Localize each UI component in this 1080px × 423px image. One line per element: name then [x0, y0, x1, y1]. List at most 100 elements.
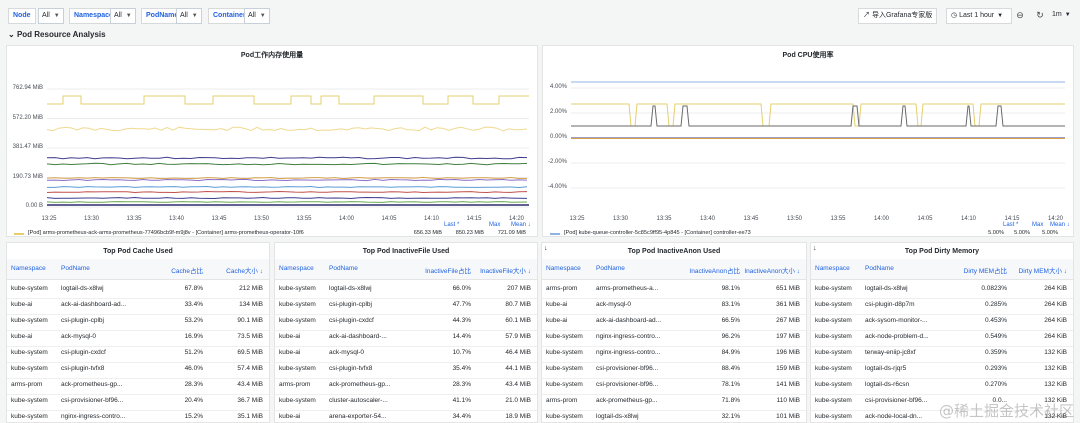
table-cell: csi-plugin-tvfx8 [61, 365, 105, 372]
legend-item[interactable]: [Pod] kube-queue-controller-5c85c9ff95-4… [548, 229, 1068, 237]
table-row[interactable]: kube-ai ack-ai-dashboard-ad... 33.4% 134 Mi… [7, 296, 269, 315]
table-row[interactable]: kube-ai ack-mysql-0 10.7% 46.4 MiB [275, 344, 537, 363]
table-row[interactable]: kube-system csi-provisioner-bf96... 20.4% 3… [7, 392, 269, 411]
variable-select-podname[interactable]: All ▼ [176, 8, 202, 24]
table-cell: kube-system [546, 381, 583, 388]
column-header[interactable]: Dirty MEM大小 ↓ [1018, 268, 1067, 275]
legend-item[interactable]: [Pod] arms-prometheus-ack-arms-prometheu… [12, 229, 532, 237]
zoom-out-icon[interactable]: ⊖ [1016, 10, 1024, 20]
column-header[interactable]: Cache大小 ↓ [226, 268, 263, 275]
column-header[interactable]: InactiveAnon占比 [689, 268, 740, 275]
panel-title: Top Pod InactiveAnon Used [627, 248, 721, 255]
table-row[interactable]: kube-system nginx-ingress-contro... 15.2% 3… [7, 408, 269, 422]
table-cell: csi-provisioner-bf96... [865, 397, 928, 404]
column-header[interactable]: InactiveAnon大小 ↓ [744, 268, 800, 275]
table-row[interactable]: kube-system logtail-ds-x8lwj 66.0% 207 MiB [275, 280, 537, 299]
legend-mean: 5.00% [1042, 230, 1058, 236]
column-header[interactable]: InactiveFile占比 [425, 268, 471, 275]
table-row[interactable]: kube-system csi-plugin-d8p7m 0.285% 264 KiB [811, 296, 1073, 315]
column-header[interactable]: Dirty MEM占比 [963, 268, 1007, 275]
panel-title: Top Pod Dirty Memory [904, 248, 980, 255]
table-cell: ack-node-local-dn... [865, 413, 923, 420]
table-cell: kube-system [546, 333, 583, 340]
column-header[interactable]: PodName [329, 265, 358, 272]
table-row[interactable]: kube-system csi-provisioner-bf96... 78.1% 1… [542, 376, 806, 395]
table-row[interactable]: kube-ai ack-ai-dashboard-... 14.4% 57.9 MiB [275, 328, 537, 347]
column-header[interactable]: PodName [865, 265, 894, 272]
memory-chart[interactable] [47, 74, 529, 214]
row-header[interactable]: ⌄ Pod Resource Analysis [8, 30, 106, 39]
table-row[interactable]: kube-system csi-provisioner-bf96... 0.0...… [811, 392, 1073, 411]
table-row[interactable]: kube-system logtail-ds-x8lwj 0.0823% 264 Ki… [811, 280, 1073, 299]
table-row[interactable]: kube-system terway-eniip-jc8xf 0.359% 132 K… [811, 344, 1073, 363]
table-cell: kube-system [279, 365, 316, 372]
table-row[interactable]: kube-system logtail-ds-x8lwj 32.1% 101 MiB [542, 408, 806, 422]
table-header: Namespace PodName InactiveAnon占比 InactiveAn… [542, 259, 806, 280]
refresh-icon[interactable]: ↻ [1036, 10, 1044, 20]
table-cell: 0.359% [984, 349, 1007, 356]
table-row[interactable]: arms-prom ack-prometheus-gp... 28.3% 43.4 M… [7, 376, 269, 395]
table-cell: csi-provisioner-bf96... [596, 365, 659, 372]
time-range-picker[interactable]: ◷ Last 1 hour ▼ [946, 8, 1012, 24]
column-header[interactable]: Namespace [279, 265, 314, 272]
legend-header-last[interactable]: Last * [444, 222, 460, 228]
table-row[interactable]: arms-prom ack-prometheus-gp... 71.8% 110 Mi… [542, 392, 806, 411]
table-row[interactable]: kube-system logtail-ds-r6csn 0.270% 132 KiB [811, 376, 1073, 395]
column-header[interactable]: PodName [61, 265, 90, 272]
table-row[interactable]: kube-system csi-plugin-cxdcf 44.3% 60.1 MiB [275, 312, 537, 331]
table-cell: ack-ai-dashboard-ad... [61, 301, 127, 308]
table-cell: 15.2% [184, 413, 203, 420]
chevron-down-icon: ⌄ [8, 30, 17, 39]
table-row[interactable]: kube-system nginx-ingress-contro... 96.2% 1… [542, 328, 806, 347]
chevron-down-icon: ▼ [1064, 12, 1071, 18]
table-row[interactable]: kube-ai arena-exporter-54... 34.4% 18.9 MiB [275, 408, 537, 422]
table-cell: 41.1% [452, 397, 471, 404]
legend-last: 656.33 MiB [413, 230, 442, 236]
table-row[interactable]: kube-system ack-sysom-monitor-... 0.453% 26… [811, 312, 1073, 331]
table-row[interactable]: kube-system csi-plugin-cplbj 53.2% 90.1 MiB [7, 312, 269, 331]
x-tick-label: 14:00 [873, 216, 889, 222]
series-line [47, 95, 529, 105]
table-row[interactable]: kube-system logtail-ds-rjqr5 0.293% 132 KiB [811, 360, 1073, 379]
legend-header-last[interactable]: Last * [1003, 222, 1019, 228]
series-line [47, 178, 528, 182]
table-cell: 264 KiB [1044, 317, 1067, 324]
table-row[interactable]: kube-ai ack-mysql-0 16.9% 73.5 MiB [7, 328, 269, 347]
column-header[interactable]: PodName [596, 265, 625, 272]
table-row[interactable]: kube-system logtail-ds-x8lwj 67.8% 212 MiB [7, 280, 269, 299]
import-grafana-button[interactable]: ↗ 导入Grafana专家版 [858, 8, 938, 24]
table-row[interactable]: kube-system ack-node-problem-d... 0.549% 26… [811, 328, 1073, 347]
table-cell: 132 KiB [1044, 397, 1067, 404]
table-row[interactable]: arms-prom ack-prometheus-gp... 28.3% 43.4 M… [275, 376, 537, 395]
table-row[interactable]: kube-system csi-plugin-cxdcf 51.2% 69.5 MiB [7, 344, 269, 363]
legend-max: 850.23 MiB [455, 230, 484, 236]
column-header[interactable]: Cache占比 [171, 268, 203, 275]
refresh-interval-select[interactable]: 1m ▼ [1052, 11, 1071, 18]
arrow-down-icon: ↓ [813, 245, 817, 252]
column-header[interactable]: InactiveFile大小 ↓ [480, 268, 531, 275]
table-row[interactable]: kube-system csi-plugin-tvfx8 46.0% 57.4 MiB [7, 360, 269, 379]
column-header[interactable]: Namespace [546, 265, 581, 272]
legend-header-max[interactable]: Max [489, 222, 501, 228]
column-header[interactable]: Namespace [11, 265, 46, 272]
variable-select-node[interactable]: All ▼ [38, 8, 64, 24]
table-row[interactable]: kube-system ack-node-local-dn... 132 KiB [811, 408, 1073, 422]
variable-select-namespace[interactable]: All ▼ [110, 8, 136, 24]
cpu-chart[interactable] [571, 74, 1065, 214]
table-cell: terway-eniip-jc8xf [865, 349, 916, 356]
table-row[interactable]: kube-ai ack-ai-dashboard-ad... 66.5% 267 Mi… [542, 312, 806, 331]
table-row[interactable]: kube-system nginx-ingress-contro... 84.9% 1… [542, 344, 806, 363]
variable-select-container[interactable]: All ▼ [244, 8, 270, 24]
table-row[interactable]: kube-system cluster-autoscaler-... 41.1% 21… [275, 392, 537, 411]
table-cell: logtail-ds-x8lwj [596, 413, 639, 420]
table-row[interactable]: kube-ai ack-mysql-0 83.1% 361 MiB [542, 296, 806, 315]
table-row[interactable]: kube-system csi-plugin-cplbj 47.7% 80.7 MiB [275, 296, 537, 315]
legend-header-mean[interactable]: Mean ↓ [511, 222, 531, 228]
table-row[interactable]: kube-system csi-plugin-tvfx8 35.4% 44.1 MiB [275, 360, 537, 379]
table-cell: 10.7% [452, 349, 471, 356]
table-row[interactable]: kube-system csi-provisioner-bf96... 88.4% 1… [542, 360, 806, 379]
legend-header-max[interactable]: Max [1032, 222, 1044, 228]
legend-header-mean[interactable]: Mean ↓ [1050, 222, 1070, 228]
table-row[interactable]: arms-prom arms-prometheus-a... 98.1% 651 Mi… [542, 280, 806, 299]
column-header[interactable]: Namespace [815, 265, 850, 272]
